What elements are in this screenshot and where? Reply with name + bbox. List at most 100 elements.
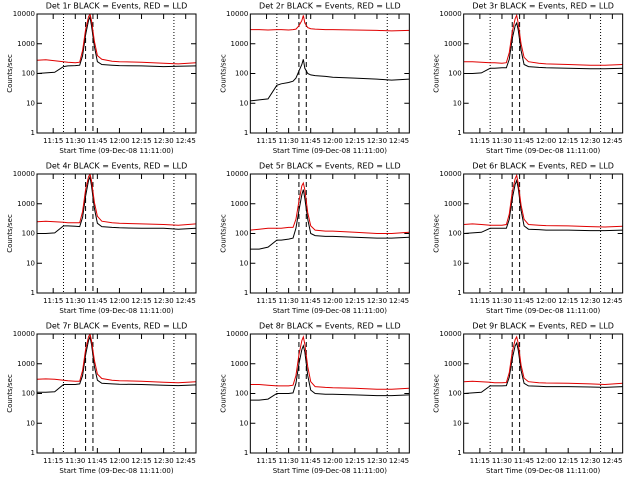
x-tick-label: 12:30 (580, 297, 600, 305)
plot-frame (36, 173, 197, 294)
x-axis-label: Start Time (09-Dec-08 11:11:00) (273, 147, 387, 155)
series-line (463, 174, 623, 228)
y-axis-label: Counts/sec (219, 54, 227, 93)
x-axis-label: Start Time (09-Dec-08 11:11:00) (486, 467, 600, 475)
x-tick-label: 12:00 (109, 297, 129, 305)
series-line (250, 344, 410, 401)
x-tick-label: 12:45 (389, 457, 409, 465)
series-line (250, 181, 410, 234)
chart-title: Det 4r BLACK = Events, RED = LLD (46, 162, 188, 171)
x-tick-label: 11:30 (65, 457, 85, 465)
x-tick-label: 12:30 (154, 457, 174, 465)
x-tick-label: 12:30 (154, 297, 174, 305)
y-tick-label: 10 (239, 99, 248, 107)
y-tick-label: 10 (26, 419, 35, 427)
y-tick-label: 1 (457, 129, 461, 137)
x-tick-label: 11:45 (87, 297, 107, 305)
y-axis-label: Counts/sec (6, 374, 14, 413)
series-line (37, 174, 196, 226)
y-tick-label: 10 (26, 259, 35, 267)
series-line (250, 59, 410, 102)
chart-title: Det 9r BLACK = Events, RED = LLD (472, 322, 614, 331)
x-tick-label: 12:45 (389, 297, 409, 305)
plot-frame (463, 13, 624, 134)
plot-frame (36, 333, 197, 454)
x-tick-label: 11:30 (279, 457, 299, 465)
y-tick-label: 10000 (439, 330, 461, 338)
series-line (250, 335, 410, 390)
x-tick-label: 11:45 (87, 137, 107, 145)
series-line (463, 14, 623, 66)
chart-title: Det 5r BLACK = Events, RED = LLD (259, 162, 401, 171)
x-tick-label: 12:30 (367, 457, 387, 465)
x-tick-label: 12:30 (367, 297, 387, 305)
x-tick-label: 11:45 (87, 457, 107, 465)
y-tick-label: 1 (457, 449, 461, 457)
series-line (463, 178, 623, 234)
series-line (37, 335, 196, 393)
y-axis-label: Counts/sec (433, 374, 441, 413)
chart-title: Det 3r BLACK = Events, RED = LLD (472, 2, 614, 11)
x-tick-label: 12:15 (558, 297, 578, 305)
y-tick-label: 1000 (17, 200, 35, 208)
x-axis-label: Start Time (09-Dec-08 11:11:00) (486, 307, 600, 315)
y-tick-label: 10000 (13, 10, 35, 18)
y-tick-label: 1000 (231, 360, 249, 368)
x-tick-label: 12:45 (602, 297, 622, 305)
x-tick-label: 11:30 (65, 137, 85, 145)
series-line (37, 334, 196, 384)
chart-title: Det 1r BLACK = Events, RED = LLD (46, 2, 188, 11)
y-tick-label: 1000 (231, 40, 249, 48)
x-tick-label: 11:15 (256, 137, 276, 145)
y-tick-label: 10 (26, 99, 35, 107)
chart-title: Det 7r BLACK = Events, RED = LLD (46, 322, 188, 331)
x-tick-label: 12:45 (389, 137, 409, 145)
y-tick-label: 10000 (439, 10, 461, 18)
x-tick-label: 12:15 (558, 137, 578, 145)
x-tick-label: 12:15 (558, 457, 578, 465)
x-tick-label: 11:30 (279, 137, 299, 145)
y-axis-label: Counts/sec (433, 54, 441, 93)
x-tick-label: 12:45 (602, 137, 622, 145)
x-axis-label: Start Time (09-Dec-08 11:11:00) (59, 307, 173, 315)
y-tick-label: 1 (31, 289, 35, 297)
y-axis-label: Counts/sec (6, 54, 14, 93)
x-tick-label: 11:30 (65, 297, 85, 305)
y-tick-label: 100 (448, 230, 461, 238)
x-tick-label: 12:15 (131, 137, 151, 145)
y-tick-label: 1000 (17, 360, 35, 368)
y-tick-label: 10 (453, 419, 462, 427)
y-tick-label: 100 (22, 390, 35, 398)
x-axis-label: Start Time (09-Dec-08 11:11:00) (273, 467, 387, 475)
x-tick-label: 12:00 (323, 297, 343, 305)
plot-frame (463, 333, 624, 454)
chart-title: Det 6r BLACK = Events, RED = LLD (472, 162, 614, 171)
panel: Det 3r BLACK = Events, RED = LLD 1 10 100 10… (433, 2, 624, 155)
y-tick-label: 1 (457, 289, 461, 297)
plot-frame (463, 173, 624, 294)
y-tick-label: 100 (235, 70, 248, 78)
y-axis-label: Counts/sec (219, 214, 227, 253)
series-line (463, 341, 623, 394)
x-tick-label: 12:00 (109, 137, 129, 145)
y-tick-label: 1000 (17, 40, 35, 48)
series-line (37, 14, 196, 65)
plot-frame (36, 13, 197, 134)
chart-title: Det 8r BLACK = Events, RED = LLD (259, 322, 401, 331)
y-tick-label: 10000 (226, 170, 248, 178)
panel: Det 5r BLACK = Events, RED = LLD 1 10 100 10… (219, 162, 410, 315)
x-tick-label: 11:30 (279, 297, 299, 305)
y-tick-label: 10000 (226, 330, 248, 338)
y-tick-label: 1000 (444, 40, 462, 48)
plot-frame (249, 173, 410, 294)
x-tick-label: 12:00 (323, 137, 343, 145)
x-tick-label: 12:30 (154, 137, 174, 145)
x-tick-label: 12:00 (536, 137, 556, 145)
series-line (37, 175, 196, 234)
panel: Det 9r BLACK = Events, RED = LLD 1 10 100 10… (433, 322, 624, 475)
y-tick-label: 1 (31, 449, 35, 457)
y-tick-label: 10 (239, 419, 248, 427)
series-line (250, 15, 410, 32)
panel: Det 8r BLACK = Events, RED = LLD 1 10 100 10… (219, 322, 410, 475)
x-tick-label: 11:45 (301, 457, 321, 465)
